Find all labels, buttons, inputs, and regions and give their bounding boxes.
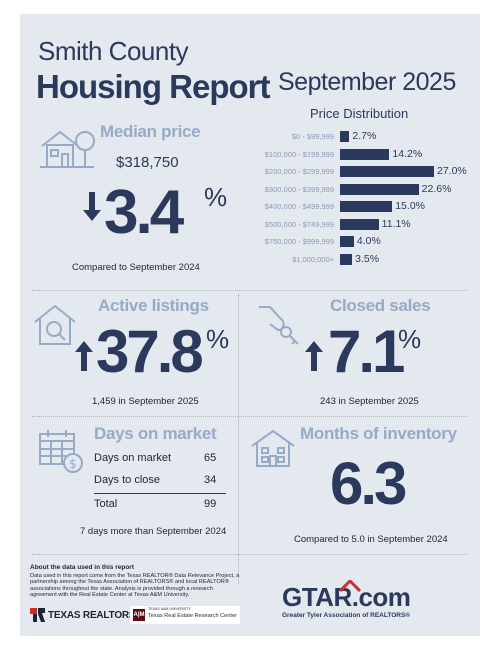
active-listings-pct-sign: % <box>206 324 230 354</box>
closed-sales-note: 243 in September 2025 <box>320 396 419 407</box>
bar-value-label: 27.0% <box>437 165 467 177</box>
days-on-market-heading: Days on market <box>94 424 217 443</box>
bar-category-label: $100,000 - $199,999 <box>264 149 334 159</box>
median-price-value: $318,750 <box>116 154 179 171</box>
bar-category-label: $300,000 - $399,999 <box>264 184 334 194</box>
bar-category-label: $200,000 - $299,999 <box>264 167 334 176</box>
tamu-university: TEXAS A&M UNIVERSITY <box>148 607 191 611</box>
bar-value-label: 11.1% <box>381 217 411 230</box>
closed-sales-pct-sign: % <box>398 324 422 354</box>
about-data-title: About the data used in this report <box>30 564 135 571</box>
gtar-tagline: Greater Tyler Association of REALTORS® <box>282 612 411 619</box>
tamu-center: Texas Real Estate Research Center <box>148 613 237 619</box>
texas-realtors-logo-icon <box>30 608 45 622</box>
house-tree-icon <box>40 130 95 168</box>
gtar-roof-icon <box>339 580 361 592</box>
bar-value-label: 2.7% <box>352 130 377 142</box>
bar <box>340 253 353 265</box>
months-inventory-heading: Months of inventory <box>300 424 457 443</box>
house-icon <box>251 429 295 467</box>
about-data-text: Data used in this report come from the T… <box>30 573 240 599</box>
bar-value-label: 3.5% <box>355 252 380 265</box>
days-on-market-note: 7 days more than September 2024 <box>80 526 227 537</box>
bar <box>340 218 379 230</box>
active-listings-heading: Active listings <box>98 296 209 315</box>
months-inventory-note: Compared to 5.0 in September 2024 <box>294 534 448 545</box>
bar <box>340 201 393 212</box>
bar-value-label: 15.0% <box>395 200 425 212</box>
svg-text:$: $ <box>69 457 77 471</box>
county-title: Smith County <box>38 36 189 66</box>
tamu-mark-icon: A|M <box>133 609 145 621</box>
closed-sales-heading: Closed sales <box>330 296 431 315</box>
gtar-logo: GTAR.com <box>282 582 411 612</box>
dom-total-label: Total <box>94 498 118 510</box>
active-listings-note: 1,459 in September 2025 <box>92 396 199 407</box>
arrow-up-icon <box>75 341 93 371</box>
dom-row-value: 34 <box>204 474 217 486</box>
median-price-heading: Median price <box>100 122 201 141</box>
divider-lower <box>32 554 468 555</box>
divider-upper <box>32 290 468 291</box>
bar-category-label: $500,000 - $749,999 <box>264 219 334 229</box>
divider-middle <box>32 416 468 417</box>
bar-value-label: 22.6% <box>421 182 452 195</box>
bar-category-label: $400,000 - $499,999 <box>264 202 334 211</box>
texas-realtors-logo: TEXAS REALTORS <box>48 610 136 621</box>
price-distribution-chart: $0 - $99,999 2.7% $100,000 - $199,999 14.2%… <box>226 130 476 271</box>
bar-value-label: 14.2% <box>392 147 423 160</box>
price-distribution-title: Price Distribution <box>310 106 409 121</box>
dom-row-label: Days to close <box>94 474 161 486</box>
dom-row-label: Days on market <box>94 452 172 464</box>
bar-category-label: $1,000,000+ <box>292 254 334 264</box>
dom-row-value: 65 <box>204 452 217 464</box>
active-listings-change: 37.8 <box>96 318 204 385</box>
median-price-pct-sign: % <box>204 182 228 212</box>
bar-category-label: $0 - $99,999 <box>291 132 334 141</box>
closed-sales-change: 7.1 <box>328 318 405 385</box>
bar <box>340 166 434 177</box>
tamu-logo-box: A|M TEXAS A&M UNIVERSITY Texas Real Esta… <box>130 606 240 624</box>
bar <box>340 183 419 195</box>
report-title: Housing Report <box>36 68 270 105</box>
months-inventory-value: 6.3 <box>330 450 407 517</box>
arrow-down-icon <box>83 192 101 221</box>
median-price-change: 3.4 <box>104 178 184 247</box>
divider-vertical <box>238 294 239 584</box>
bar <box>340 236 354 247</box>
arrow-up-icon <box>305 341 323 371</box>
dom-total-rule <box>94 493 226 494</box>
bar-category-label: $750,000 - $999,999 <box>264 237 334 246</box>
calendar-dollar-icon: $ <box>39 430 83 473</box>
report-sheet: Smith County Housing Report September 20… <box>20 14 480 636</box>
bar <box>340 131 350 142</box>
dom-total-value: 99 <box>204 498 217 510</box>
house-search-icon <box>34 304 76 345</box>
hand-key-icon <box>259 306 299 345</box>
bar <box>340 148 390 160</box>
bar-value-label: 4.0% <box>356 235 381 247</box>
median-price-note: Compared to September 2024 <box>72 262 200 273</box>
report-month: September 2025 <box>278 68 456 96</box>
